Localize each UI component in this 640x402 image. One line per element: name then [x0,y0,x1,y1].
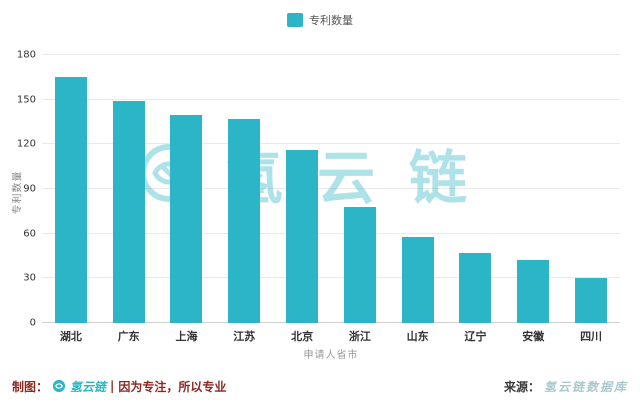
plot-area [42,54,620,323]
bar-slot [389,55,447,323]
bar-slot [215,55,273,323]
x-label-四川: 四川 [580,330,603,343]
bar-安徽[interactable] [517,260,550,323]
bar-上海[interactable] [170,114,203,323]
x-axis-title: 申请人省市 [303,350,359,361]
source-name: 氢云链数据库 [543,379,628,394]
y-tick-label: 90 [23,183,36,195]
credit-prefix: 制图： [12,379,49,394]
gridline [42,188,620,189]
gridline [42,143,620,145]
y-tick-label: 30 [23,272,36,284]
bar-山东[interactable] [401,236,434,323]
footer: 制图： 氢云链 | 因为专注，所以专业 来源： 氢云链数据库 [0,374,640,398]
bar-slot [42,55,100,323]
y-tick-label: 150 [16,94,36,106]
x-label-辽宁: 辽宁 [464,330,487,343]
y-tick-label: 60 [23,228,36,240]
x-label-湖北: 湖北 [59,330,82,343]
x-axis-labels: 湖北 广东 上海 江苏 北京 浙江 山东 辽宁 安徽 四川 [42,328,620,344]
footer-credit: 制图： 氢云链 | 因为专注，所以专业 [12,378,226,395]
x-label-江苏: 江苏 [233,330,256,343]
bar-slot [447,55,505,323]
gridline [42,232,620,234]
x-label-北京: 北京 [291,330,314,343]
bar-北京[interactable] [286,150,319,323]
y-axis-ticks: 0 30 60 90 120 150 180 [0,50,36,329]
bar-湖北[interactable] [54,77,87,323]
bar-slot [331,55,389,323]
gridline [42,98,620,100]
legend-swatch-icon [287,13,303,27]
bar-slot [273,55,331,323]
bar-slot [562,55,620,323]
gridline [42,277,620,279]
bar-四川[interactable] [575,278,608,323]
x-label-广东: 广东 [117,330,140,343]
bar-浙江[interactable] [343,206,376,323]
y-tick-label: 180 [16,49,36,61]
y-tick-label: 0 [29,317,36,329]
source-prefix: 来源： [503,379,540,394]
x-label-安徽: 安徽 [522,330,545,343]
footer-source: 来源： 氢云链数据库 [504,378,628,395]
credit-brand: 氢云链 [70,379,107,394]
bar-slot [100,55,158,323]
x-label-浙江: 浙江 [348,330,371,343]
bar-slot [158,55,216,323]
legend-label: 专利数量 [309,14,353,27]
bar-江苏[interactable] [228,119,261,323]
credit-separator: | [110,379,115,393]
bar-辽宁[interactable] [459,253,492,323]
y-tick-label: 120 [16,138,36,150]
bar-广东[interactable] [112,101,145,323]
brand-logo-small-icon [52,379,66,393]
gridline [42,322,620,323]
x-label-上海: 上海 [175,330,198,343]
credit-slogan: 因为专注，所以专业 [118,379,227,394]
bar-slot [504,55,562,323]
x-label-山东: 山东 [406,330,429,343]
legend[interactable]: 专利数量 [287,12,353,28]
gridline [42,54,620,55]
